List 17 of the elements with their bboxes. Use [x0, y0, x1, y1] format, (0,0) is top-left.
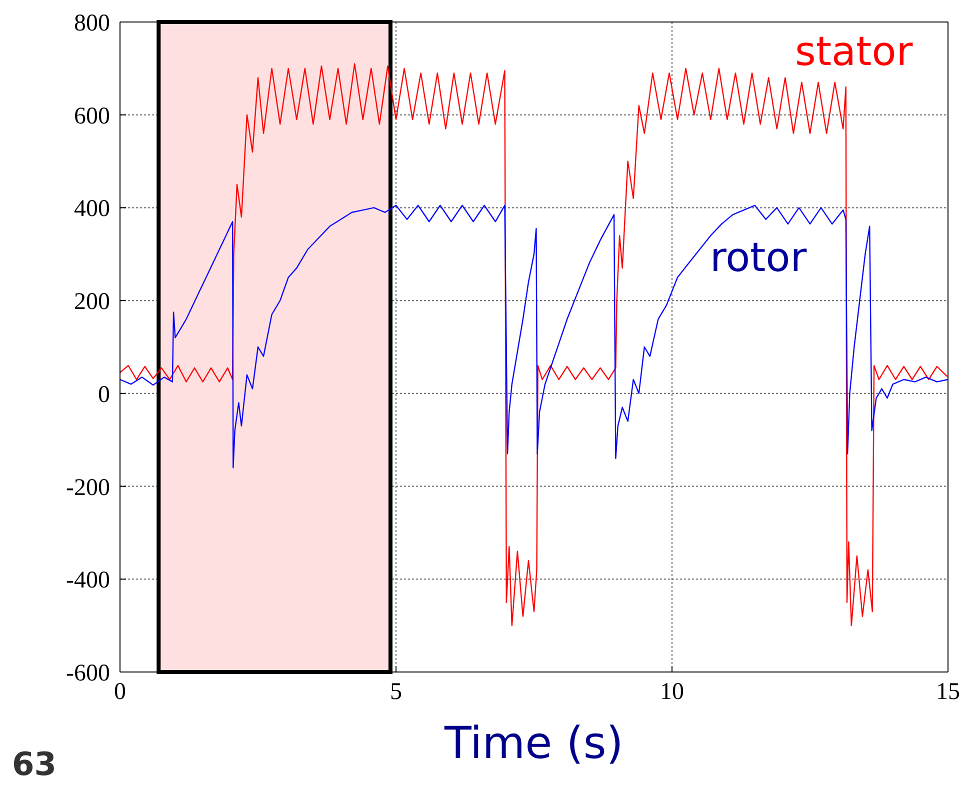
x-tick-label: 15	[936, 679, 960, 706]
series-label: rotor	[710, 235, 807, 281]
x-tick-label: 5	[390, 679, 402, 706]
y-tick-label: 800	[74, 10, 110, 37]
y-tick-label: 0	[98, 382, 110, 408]
x-tick-label: 10	[660, 679, 684, 706]
y-tick-label: -400	[66, 568, 110, 594]
y-tick-label: 200	[74, 289, 110, 316]
line-series	[120, 204, 948, 468]
text: 63	[12, 745, 57, 783]
y-tick-label: -600	[66, 660, 110, 687]
x-tick-label: 0	[114, 679, 126, 706]
x-axis-title: Time (s)	[443, 718, 624, 769]
y-tick-label: 600	[74, 103, 110, 130]
series-label: stator	[795, 29, 913, 75]
y-tick-label: 400	[74, 196, 110, 222]
y-tick-label: -200	[66, 474, 110, 501]
